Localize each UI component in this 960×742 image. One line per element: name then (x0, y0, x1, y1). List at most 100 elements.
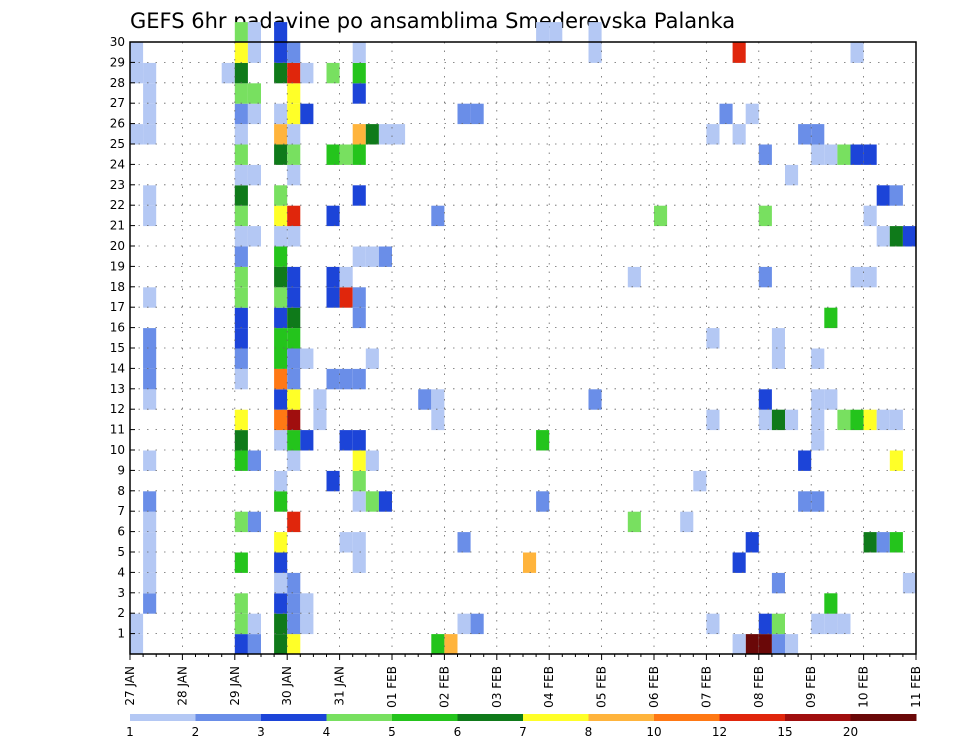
heatmap-cell (221, 62, 235, 84)
heatmap-cell (457, 103, 471, 125)
heatmap-cell (352, 307, 366, 329)
heatmap-cell (234, 348, 248, 369)
grid-lines (130, 42, 916, 654)
heatmap-cell (431, 409, 445, 431)
y-tick-label: 13 (110, 382, 125, 396)
heatmap-cell (274, 22, 288, 43)
x-axis: 27 JAN 28 JAN 29 JAN 30 JAN 31 JAN 01 FEB 02 F… (123, 654, 923, 708)
x-tick-label: 11 FEB (909, 666, 923, 708)
heatmap-cell (876, 532, 890, 553)
heatmap-cell (287, 389, 301, 410)
heatmap-cell (234, 634, 248, 655)
heatmap-cell (431, 205, 445, 227)
heatmap-cell (889, 185, 903, 206)
heatmap-cell (798, 450, 812, 471)
x-tick-label: 28 JAN (175, 666, 189, 706)
heatmap-cell (798, 124, 812, 145)
heatmap-cell (234, 62, 248, 84)
heatmap-cell (274, 144, 288, 165)
heatmap-cell (523, 552, 537, 573)
heatmap-cell (143, 83, 157, 104)
heatmap-cell (352, 185, 366, 206)
heatmap-cell (352, 552, 366, 573)
chart-title: GEFS 6hr padavine po ansamblima Smederev… (130, 9, 735, 33)
heatmap-cell (758, 389, 772, 410)
heatmap-cell (352, 287, 366, 308)
y-tick-label: 27 (110, 96, 125, 110)
heatmap-cell (274, 124, 288, 145)
heatmap-cell (274, 226, 288, 247)
heatmap-cell (758, 144, 772, 165)
heatmap-cell (850, 409, 864, 431)
heatmap-cell (287, 144, 301, 165)
heatmap-cell (732, 124, 746, 145)
y-tick-label: 11 (110, 423, 125, 437)
y-axis: 1234567891011121314151617181920212223242… (110, 35, 135, 641)
y-tick-label: 10 (110, 443, 125, 457)
heatmap-cell (247, 164, 261, 186)
x-tick-label: 04 FEB (542, 666, 556, 708)
x-tick-label: 05 FEB (595, 666, 609, 708)
heatmap-cell (785, 164, 799, 186)
heatmap-cell (457, 532, 471, 553)
heatmap-cell (693, 470, 707, 492)
heatmap-cell (287, 164, 301, 186)
heatmap-cell (352, 246, 366, 267)
heatmap-cell (274, 103, 288, 125)
heatmap-cell (287, 205, 301, 227)
heatmap-cell (352, 470, 366, 492)
heatmap-cell (287, 124, 301, 145)
x-tick-label: 07 FEB (699, 666, 713, 708)
y-tick-label: 26 (110, 117, 125, 131)
heatmap-cell (274, 368, 288, 390)
colorbar-label: 3 (257, 725, 265, 739)
heatmap-cell (234, 430, 248, 451)
heatmap-cell (287, 328, 301, 349)
heatmap-cell (300, 430, 314, 451)
heatmap-cell (457, 613, 471, 635)
heatmap-cell (889, 450, 903, 471)
heatmap-cells (130, 22, 916, 655)
y-tick-label: 22 (110, 198, 125, 212)
x-tick-label: 31 JAN (333, 666, 347, 706)
heatmap-cell (234, 185, 248, 206)
heatmap-cell (745, 634, 759, 655)
heatmap-cell (889, 532, 903, 553)
heatmap-cell (627, 511, 641, 533)
y-tick-label: 23 (110, 178, 125, 192)
heatmap-cell (247, 83, 261, 104)
heatmap-cell (732, 552, 746, 573)
heatmap-cell (719, 103, 733, 125)
heatmap-cell (287, 226, 301, 247)
heatmap-cell (287, 368, 301, 390)
heatmap-cell (234, 42, 248, 63)
y-tick-label: 8 (117, 484, 125, 498)
heatmap-cell (785, 409, 799, 431)
heatmap-cell (326, 368, 340, 390)
heatmap-cell (798, 491, 812, 512)
heatmap-cell (274, 532, 288, 553)
colorbar-label: 15 (777, 725, 792, 739)
heatmap-cell (313, 389, 327, 410)
x-tick-label: 29 JAN (228, 666, 242, 706)
heatmap-cell (588, 22, 602, 43)
x-tick-label: 01 FEB (385, 666, 399, 708)
y-tick-label: 19 (110, 259, 125, 273)
y-tick-label: 16 (110, 321, 125, 335)
heatmap-cell (234, 450, 248, 471)
heatmap-cell (247, 450, 261, 471)
heatmap-cell (352, 83, 366, 104)
heatmap-cell (247, 613, 261, 635)
heatmap-cell (234, 124, 248, 145)
heatmap-cell (234, 164, 248, 186)
heatmap-cell (300, 348, 314, 369)
heatmap-cell (745, 103, 759, 125)
colorbar-swatch (588, 714, 655, 721)
x-tick-label: 08 FEB (752, 666, 766, 708)
heatmap-cell (247, 634, 261, 655)
heatmap-cell (130, 42, 144, 63)
heatmap-cell (143, 348, 157, 369)
heatmap-cell (274, 634, 288, 655)
heatmap-cell (378, 491, 392, 512)
heatmap-cell (274, 409, 288, 431)
